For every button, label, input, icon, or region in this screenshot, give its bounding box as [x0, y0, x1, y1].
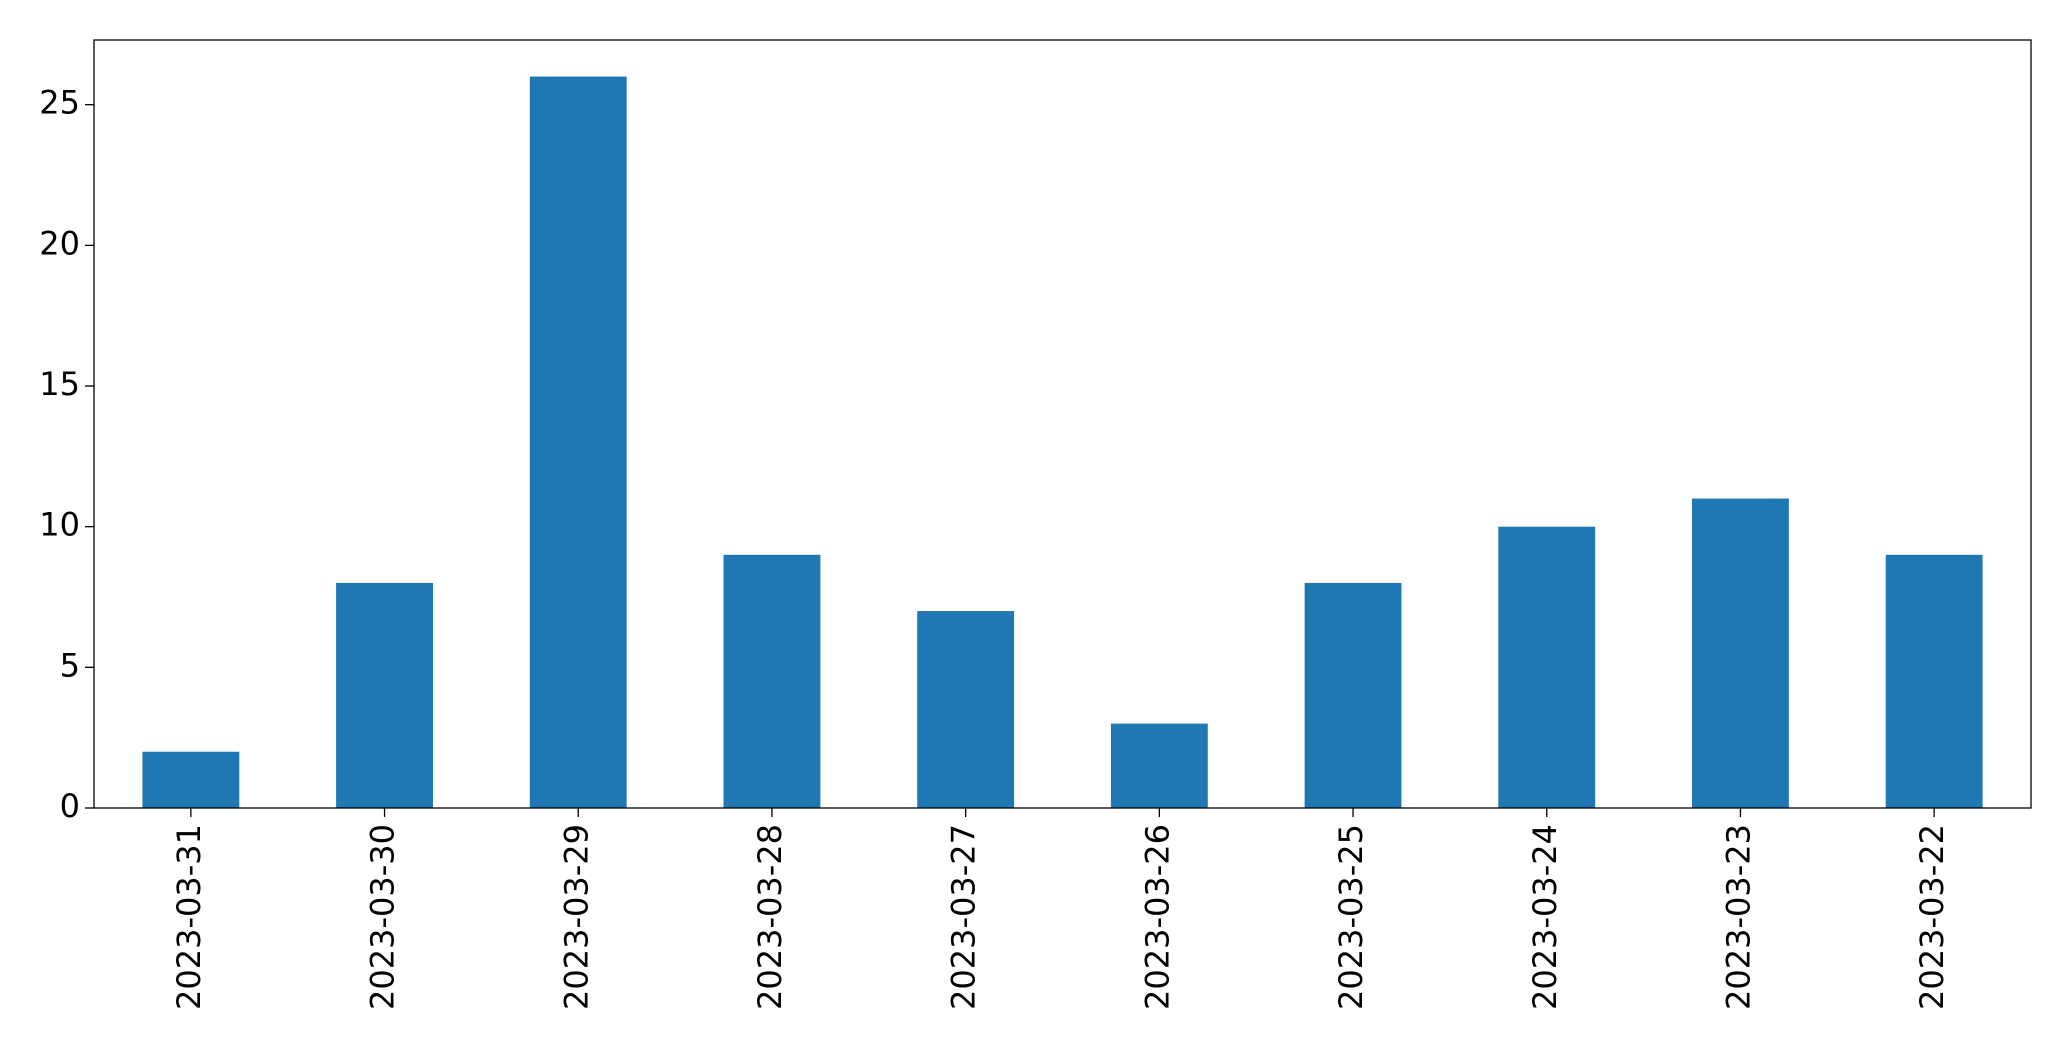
- y-tick-label: 0: [60, 787, 80, 825]
- y-tick-label: 10: [39, 506, 80, 544]
- bar: [529, 76, 627, 809]
- bar: [336, 582, 433, 808]
- x-tick-label: 2023-03-24: [1526, 824, 1564, 1010]
- x-tick-label: 2023-03-22: [1913, 824, 1951, 1010]
- bar: [1498, 526, 1596, 808]
- x-tick-label: 2023-03-31: [170, 824, 208, 1010]
- bar: [1304, 582, 1402, 808]
- x-tick-label: 2023-03-26: [1138, 824, 1176, 1010]
- x-tick-label: 2023-03-30: [364, 824, 402, 1010]
- x-tick-label: 2023-03-23: [1719, 824, 1757, 1010]
- x-tick-label: 2023-03-28: [751, 824, 789, 1010]
- y-tick-label: 15: [39, 365, 80, 403]
- bar: [723, 554, 821, 808]
- x-tick-label: 2023-03-25: [1332, 824, 1370, 1010]
- bar: [142, 751, 240, 808]
- x-tick-label: 2023-03-29: [557, 824, 595, 1010]
- x-tick-label: 2023-03-27: [945, 824, 983, 1010]
- y-tick-label: 5: [60, 646, 80, 684]
- bar: [1110, 723, 1208, 808]
- bar: [1885, 554, 1983, 808]
- y-tick-label: 25: [39, 84, 80, 122]
- bar: [1692, 498, 1789, 808]
- y-tick-label: 20: [39, 224, 80, 262]
- bar: [917, 611, 1015, 808]
- plot-frame: [93, 39, 2032, 809]
